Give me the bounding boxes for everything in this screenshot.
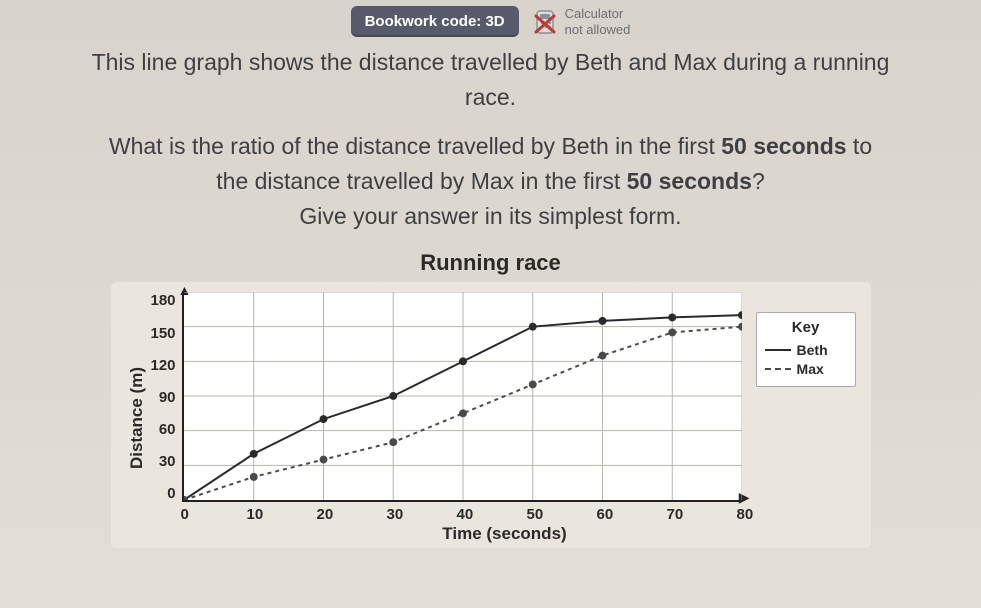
legend-swatch-max [765, 368, 791, 370]
xtick: 40 [457, 506, 474, 523]
y-axis-label: Distance (m) [123, 367, 151, 469]
question-line3b: 50 seconds [721, 133, 846, 159]
legend-item-max: Max [765, 361, 847, 377]
question-line3c: to [847, 133, 873, 159]
chart-panel: Distance (m) 180 150 120 90 60 30 0 ▲ ▶ … [111, 282, 871, 548]
calculator-label-line1: Calculator [565, 6, 631, 22]
question-line3a: What is the ratio of the distance travel… [109, 133, 721, 159]
chart-legend: Key Beth Max [756, 312, 856, 387]
question-text: This line graph shows the distance trave… [0, 45, 981, 232]
chart-title: Running race [0, 250, 981, 276]
ytick: 30 [159, 453, 176, 470]
x-axis-label: Time (seconds) [151, 524, 859, 544]
header-row: Bookwork code: 3D Calculator not allowed [0, 0, 981, 45]
question-line4c: ? [752, 168, 765, 194]
ytick: 180 [151, 292, 176, 309]
y-axis-ticks: 180 150 120 90 60 30 0 [151, 292, 182, 502]
legend-label-beth: Beth [797, 342, 828, 358]
xtick: 50 [527, 506, 544, 523]
calculator-status: Calculator not allowed [533, 6, 631, 37]
question-line5: Give your answer in its simplest form. [299, 203, 681, 229]
bookwork-code-badge: Bookwork code: 3D [351, 6, 519, 37]
chart-plot-area: ▲ ▶ [182, 292, 742, 502]
legend-swatch-beth [765, 349, 791, 351]
xtick: 20 [317, 506, 334, 523]
xtick: 10 [247, 506, 264, 523]
legend-label-max: Max [797, 361, 824, 377]
chart-svg [184, 292, 742, 500]
calculator-label-line2: not allowed [565, 22, 631, 38]
question-line4b: 50 seconds [627, 168, 752, 194]
calculator-not-allowed-icon [533, 9, 559, 35]
ytick: 90 [159, 389, 176, 406]
ytick: 150 [151, 325, 176, 342]
xtick: 30 [387, 506, 404, 523]
ytick: 0 [167, 485, 175, 502]
legend-item-beth: Beth [765, 342, 847, 358]
legend-title: Key [765, 319, 847, 336]
xtick-origin: 0 [181, 506, 189, 523]
xtick: 80 [737, 506, 754, 523]
question-line4a: the distance travelled by Max in the fir… [216, 168, 626, 194]
ytick: 60 [159, 421, 176, 438]
xtick: 70 [667, 506, 684, 523]
question-line1: This line graph shows the distance trave… [92, 49, 890, 75]
xtick: 60 [597, 506, 614, 523]
ytick: 120 [151, 357, 176, 374]
question-line2: race. [465, 84, 516, 110]
x-axis-ticks: 0 10 20 30 40 50 60 70 80 [151, 502, 859, 506]
